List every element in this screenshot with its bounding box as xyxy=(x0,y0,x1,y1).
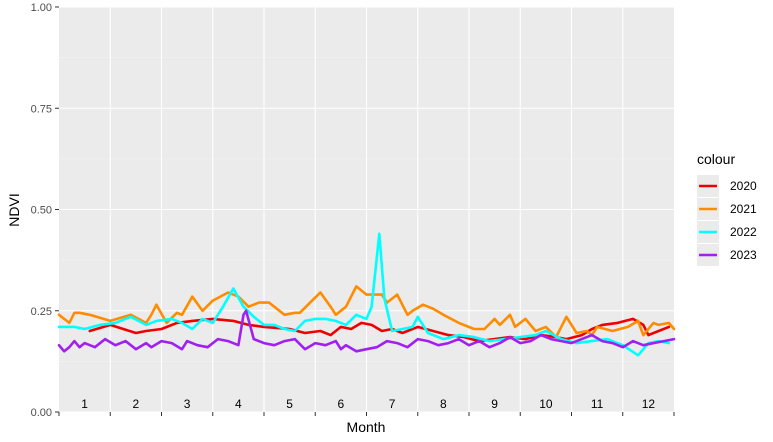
month-label: 10 xyxy=(539,397,553,411)
y-axis-title: NDVI xyxy=(6,193,22,226)
y-tick-label: 0.75 xyxy=(31,103,52,115)
y-tick-label: 0.00 xyxy=(31,407,52,419)
month-label: 3 xyxy=(184,397,191,411)
month-label: 12 xyxy=(642,397,656,411)
legend-title: colour xyxy=(697,151,735,167)
series-lines xyxy=(57,232,676,357)
legend-label: 2021 xyxy=(730,202,757,216)
month-label: 5 xyxy=(286,397,293,411)
month-label: 11 xyxy=(591,397,604,411)
month-label: 4 xyxy=(235,397,242,411)
month-label: 2 xyxy=(133,397,140,411)
y-tick-label: 0.50 xyxy=(31,205,52,217)
month-label: 8 xyxy=(440,397,447,411)
legend-label: 2020 xyxy=(730,179,757,193)
legend-label: 2023 xyxy=(730,248,757,262)
y-tick-label: 0.25 xyxy=(31,306,52,318)
month-label: 7 xyxy=(389,397,396,411)
x-axis-title: Month xyxy=(347,419,386,435)
month-label: 1 xyxy=(81,397,88,411)
legend: colour 2020 2021 2022 2023 xyxy=(697,151,757,266)
x-axis xyxy=(58,412,675,416)
y-axis: 0.00 0.25 0.50 0.75 1.00 xyxy=(31,2,59,419)
series-line-2022 xyxy=(57,232,671,357)
y-tick-label: 1.00 xyxy=(31,2,52,14)
legend-label: 2022 xyxy=(730,225,757,239)
month-labels: 1 2 3 4 5 6 7 8 9 10 11 12 xyxy=(81,397,655,411)
series-line-2021 xyxy=(57,285,676,339)
month-label: 9 xyxy=(491,397,498,411)
series-line-2023 xyxy=(57,309,676,353)
month-label: 6 xyxy=(338,397,345,411)
